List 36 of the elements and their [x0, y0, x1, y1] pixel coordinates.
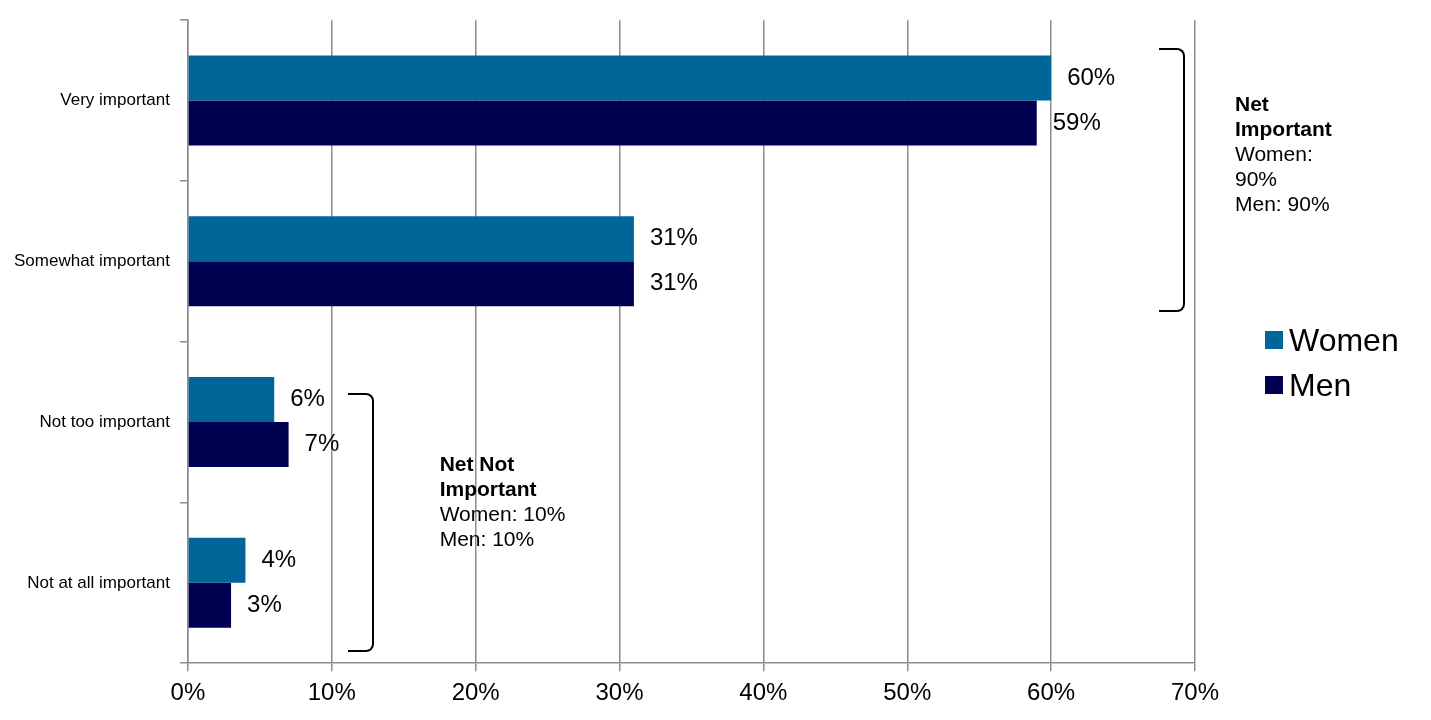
x-tick-label: 10% [307, 678, 356, 706]
bar [188, 100, 1037, 146]
bar [188, 55, 1052, 101]
data-label: 3% [247, 589, 282, 617]
data-label: 59% [1052, 107, 1101, 135]
x-tick-label: 0% [170, 678, 206, 706]
annotation: Net Not Important [439, 451, 538, 502]
data-label: 31% [649, 223, 698, 251]
text: Men: 90% [1235, 190, 1331, 216]
text: Women: 90% [1235, 140, 1314, 191]
y-tick-label: Not at all important [27, 572, 171, 592]
bar [188, 422, 289, 468]
bar [188, 582, 232, 628]
data-label: 7% [304, 429, 340, 457]
annotation: Women: 10% [439, 501, 567, 527]
y-tick-label: Not too important [39, 411, 171, 431]
bar [188, 537, 246, 583]
bar [188, 377, 275, 423]
data-label: 60% [1067, 62, 1116, 90]
x-tick-label: 50% [883, 678, 932, 706]
y-tick-label: Very important [60, 90, 171, 110]
x-tick-label: 70% [1170, 678, 1220, 706]
bar [188, 216, 634, 262]
x-tick-label: 60% [1027, 678, 1076, 706]
legend-label: Women [1289, 321, 1399, 359]
bar [188, 261, 634, 307]
x-tick-label: 20% [451, 678, 500, 706]
data-label: 4% [261, 544, 297, 572]
legend-label: Men [1289, 366, 1352, 404]
annotation: Men: 10% [439, 526, 536, 552]
data-label: 31% [649, 268, 698, 296]
y-tick-label: Somewhat important [14, 251, 171, 271]
data-label: 6% [290, 384, 325, 412]
x-tick-label: 40% [739, 678, 788, 706]
text: Net Important [1235, 90, 1333, 141]
x-tick-label: 30% [595, 678, 644, 706]
